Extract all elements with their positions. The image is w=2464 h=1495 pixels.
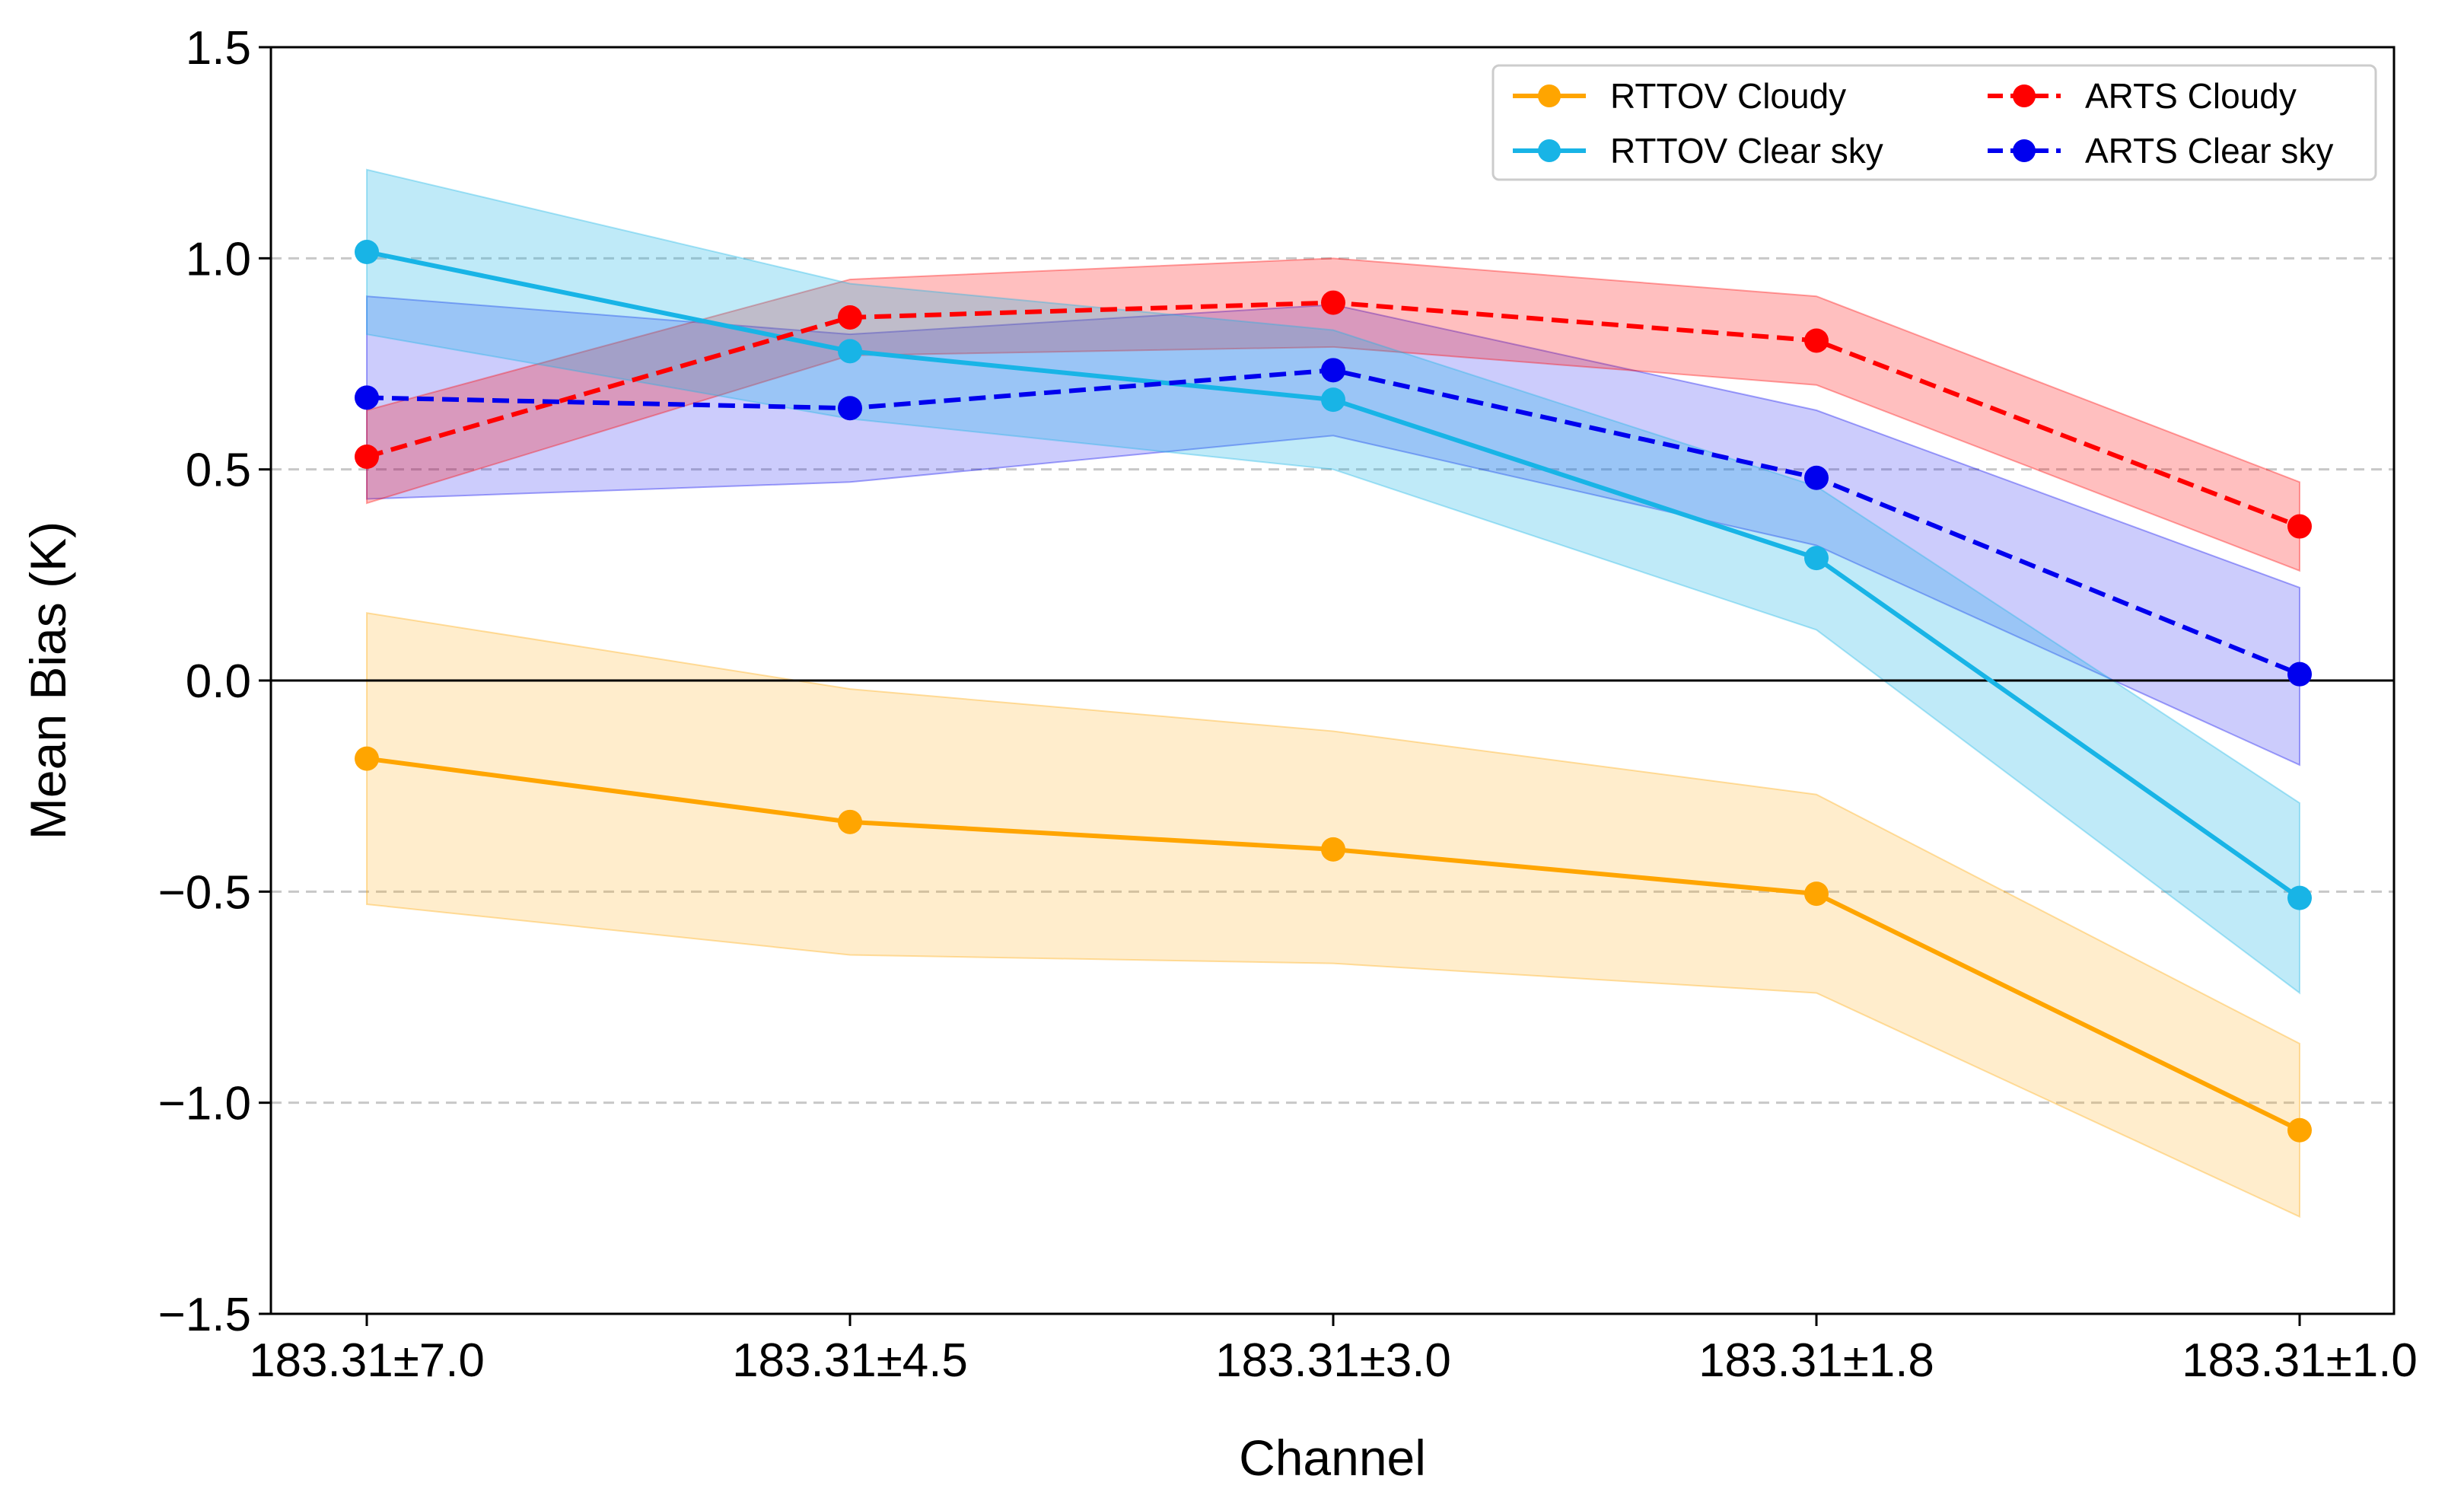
data-point-rttov-cloudy [1321, 837, 1345, 862]
data-point-rttov-clear-sky [355, 240, 379, 265]
data-point-arts-clear-sky [1804, 465, 1829, 490]
grid-layer [271, 257, 2394, 1105]
legend-label-rttov-clear-sky: RTTOV Clear sky [1610, 131, 1883, 171]
data-point-rttov-cloudy [355, 746, 379, 771]
data-point-rttov-clear-sky [1321, 387, 1345, 413]
x-tick-label: 183.31±7.0 [249, 1334, 485, 1387]
legend: RTTOV Cloudy RTTOV Clear sky ARTS Cloudy AR… [1491, 64, 2377, 181]
legend-label-rttov-cloudy: RTTOV Cloudy [1610, 76, 1846, 116]
band-rttov-cloudy [366, 612, 2300, 1218]
data-point-arts-cloudy [1321, 290, 1345, 315]
y-tick-label: −1.5 [158, 1289, 251, 1341]
legend-marker-arts-cloudy [2013, 84, 2036, 107]
legend-box [1491, 64, 2377, 181]
legend-label-arts-clear-sky: ARTS Clear sky [2085, 131, 2333, 171]
data-point-rttov-cloudy [838, 809, 862, 834]
y-axis-label: Mean Bias (K) [20, 521, 76, 840]
x-axis-label: Channel [1239, 1430, 1426, 1486]
data-point-rttov-cloudy [1804, 881, 1829, 907]
legend-label-arts-cloudy: ARTS Cloudy [2085, 76, 2297, 116]
y-tick-label: 1.5 [186, 22, 251, 75]
data-point-arts-cloudy [355, 445, 379, 470]
x-tick-label: 183.31±1.8 [1698, 1334, 1934, 1387]
legend-marker-rttov-clear-sky [1538, 139, 1561, 162]
data-point-arts-clear-sky [2287, 661, 2312, 687]
data-point-arts-clear-sky [355, 385, 379, 410]
y-tick-label: −1.0 [158, 1078, 251, 1130]
data-point-arts-clear-sky [838, 396, 862, 421]
data-point-arts-clear-sky [1321, 358, 1345, 383]
y-tick-label: 0.0 [186, 655, 251, 708]
data-point-arts-cloudy [2287, 514, 2312, 539]
band-rttov-clear-sky [366, 168, 2300, 995]
data-point-arts-cloudy [1804, 328, 1829, 353]
data-point-rttov-clear-sky [2287, 885, 2312, 910]
data-point-rttov-clear-sky [838, 339, 862, 364]
data-point-arts-cloudy [838, 304, 862, 330]
legend-marker-rttov-cloudy [1538, 84, 1561, 107]
x-tick-label: 183.31±3.0 [1215, 1334, 1451, 1387]
series-points [355, 240, 2312, 1143]
x-tick-label: 183.31±4.5 [732, 1334, 968, 1387]
y-tick-label: 1.0 [186, 233, 251, 285]
axes: −1.5 −1.0 −0.5 0.0 0.5 1.0 1.5 183.31±7.0 183.31… [158, 22, 2418, 1387]
x-tick-label: 183.31±1.0 [2182, 1334, 2418, 1387]
data-point-rttov-clear-sky [1804, 546, 1829, 571]
y-tick-label: 0.5 [186, 445, 251, 497]
legend-marker-arts-clear-sky [2013, 139, 2036, 162]
data-point-rttov-cloudy [2287, 1117, 2312, 1143]
y-tick-label: −0.5 [158, 866, 251, 919]
